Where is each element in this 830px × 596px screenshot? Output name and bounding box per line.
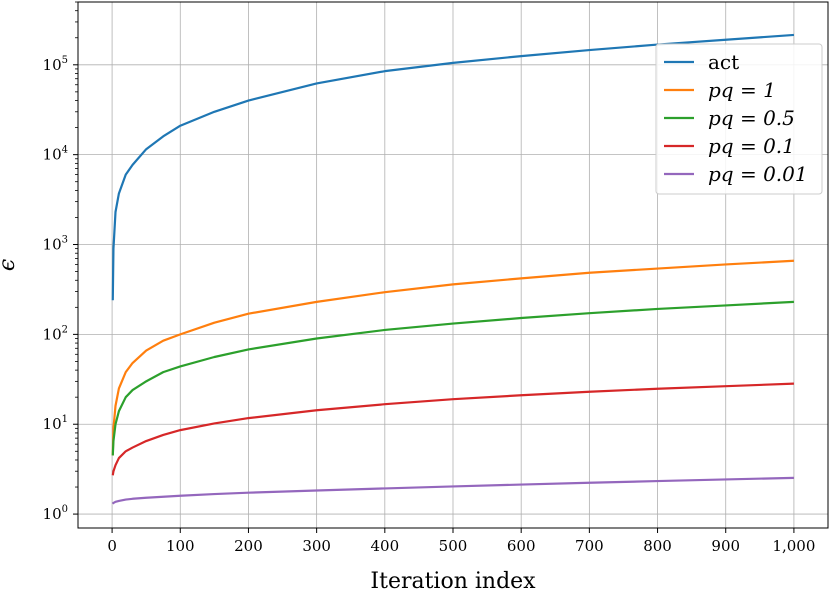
- y-axis-label: ϵ: [0, 259, 20, 271]
- legend-label: pq = 0.01: [708, 162, 808, 186]
- series-line: [111, 476, 794, 505]
- axis-ticks: 0 100 200 300 400 500 600 700 800 900 1,000 100 101 1…: [43, 1, 815, 555]
- legend-label: pq = 1: [708, 78, 776, 102]
- x-tick-label: 200: [234, 537, 263, 555]
- x-axis-label: Iteration index: [370, 569, 536, 594]
- legend: act pq = 1 pq = 0.5 pq = 0.1 pq = 0.01: [655, 43, 823, 195]
- x-tick-label: 100: [166, 537, 195, 555]
- legend-label: act: [708, 50, 739, 74]
- x-tick-label: 900: [711, 537, 740, 555]
- y-tick-label: 104: [43, 145, 68, 164]
- series-line: [111, 382, 794, 476]
- y-tick-label: 100: [43, 504, 68, 523]
- x-tick-label: 1,000: [772, 537, 815, 555]
- legend-box: [655, 43, 823, 195]
- x-tick-label: 300: [302, 537, 331, 555]
- y-tick-label: 101: [43, 414, 68, 433]
- y-tick-label: 105: [43, 55, 68, 74]
- series-lines: [111, 33, 794, 505]
- x-tick-label: 500: [439, 537, 468, 555]
- series-line: [111, 33, 794, 301]
- legend-label: pq = 0.1: [708, 134, 795, 158]
- series-line: [111, 300, 794, 456]
- x-tick-label: 400: [370, 537, 399, 555]
- x-tick-label: 800: [643, 537, 672, 555]
- y-tick-label: 102: [43, 324, 68, 343]
- x-tick-label: 600: [507, 537, 536, 555]
- y-tick-label: 103: [43, 235, 68, 254]
- x-tick-label: 700: [575, 537, 604, 555]
- legend-label: pq = 0.5: [708, 106, 795, 130]
- series-line: [111, 259, 794, 456]
- x-tick-label: 0: [107, 537, 117, 555]
